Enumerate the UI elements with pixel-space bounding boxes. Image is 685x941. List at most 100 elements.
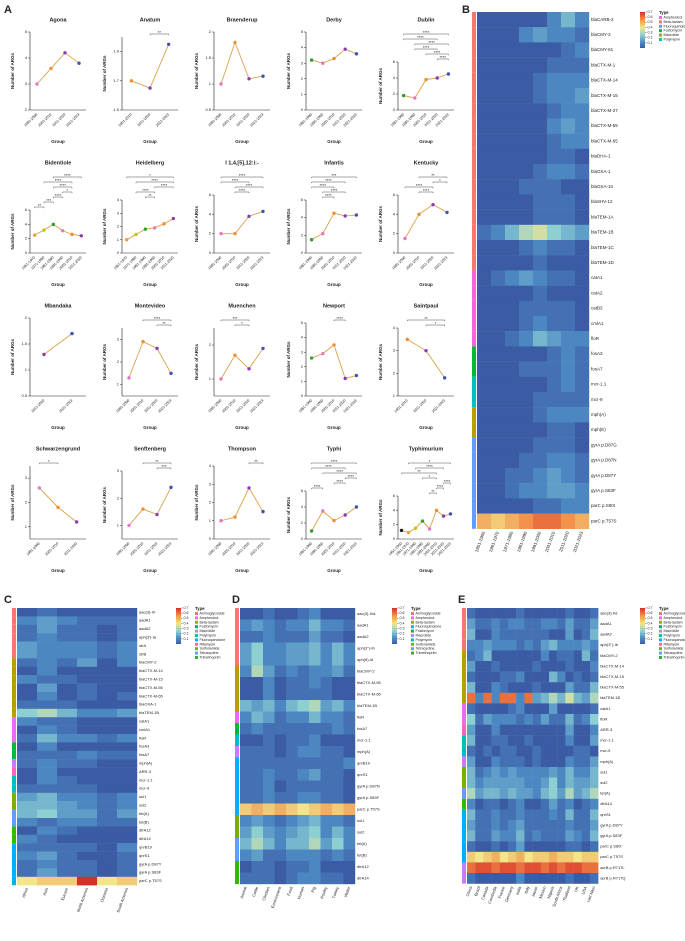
heatmap-cell [575, 12, 590, 28]
significance-bracket [443, 482, 451, 485]
legend-title: Type [195, 606, 205, 611]
heatmap-cell [590, 767, 599, 778]
data-point [233, 231, 237, 236]
heatmap-cell [297, 677, 310, 689]
row-label: parC p.T57S [591, 518, 617, 523]
heatmap-cell [483, 608, 492, 619]
heatmap-cell [467, 608, 476, 619]
significance-label: **** [232, 178, 239, 183]
heatmap-cell [581, 788, 591, 799]
heatmap-cell [499, 873, 509, 884]
row-label: floR [357, 714, 364, 719]
heatmap-cell [332, 723, 344, 735]
heatmap-cell [575, 346, 590, 362]
heatmap-cell [547, 285, 562, 301]
heatmap-cell [17, 692, 38, 701]
significance-label: **** [320, 183, 327, 188]
heatmap-cell [491, 468, 506, 484]
heatmap-cell [37, 792, 58, 802]
heatmap-cell [475, 661, 484, 672]
heatmap-cell [524, 735, 533, 746]
heatmap-cell [491, 745, 500, 757]
heatmap-cell [286, 815, 298, 827]
heatmap-cell [343, 849, 356, 862]
type-strip [472, 346, 476, 362]
heatmap-cell [483, 820, 492, 831]
heatmap-cell [590, 830, 599, 842]
heatmap-cell [17, 868, 38, 877]
heatmap-cell [320, 654, 333, 666]
heatmap-cell [547, 437, 562, 453]
heatmap-cell [590, 608, 599, 619]
heatmap-cell [274, 665, 287, 678]
heatmap-cell [263, 815, 275, 827]
heatmap-cell [519, 513, 534, 529]
significance-bracket [53, 176, 82, 179]
heatmap-cell [524, 661, 533, 672]
data-point [424, 77, 428, 82]
heatmap-cell [97, 776, 118, 785]
type-strip [235, 838, 239, 850]
heatmap-cell [561, 240, 576, 256]
heatmap-cell [17, 616, 38, 625]
row-label: ARR-3 [139, 769, 152, 774]
heatmap-cell [77, 624, 98, 634]
heatmap-cell [573, 756, 582, 768]
heatmap-cell [519, 224, 534, 241]
type-strip [472, 255, 476, 271]
heatmap-cell [77, 759, 98, 768]
heatmap-cell [240, 654, 252, 666]
heatmap-cell [343, 608, 356, 620]
y-tick-label: 2 [25, 500, 28, 505]
data-point [233, 353, 237, 357]
heatmap-cell [575, 392, 590, 408]
heatmap-cell [332, 861, 344, 873]
y-axis-label: Number of ARGs [286, 52, 291, 89]
legend-swatch [659, 612, 662, 615]
heatmap-cell [297, 803, 310, 816]
column-label: Cambodia [487, 885, 498, 905]
colorbar-tick-label: 0.7 [648, 606, 653, 610]
heatmap-cell [590, 788, 599, 799]
row-label: floR [600, 716, 607, 721]
heatmap-cell [516, 777, 525, 789]
heatmap-cell [575, 88, 590, 104]
type-strip [472, 133, 476, 149]
heatmap-cell [575, 133, 590, 149]
heatmap-cell [581, 841, 591, 852]
heatmap-cell [499, 618, 509, 630]
row-label: blaCTX-M-14 [600, 663, 625, 668]
type-strip [472, 12, 476, 28]
legend-label: Amphenicol [664, 616, 683, 620]
row-label: sul2 [139, 802, 147, 807]
row-label: aadA2 [600, 632, 612, 637]
row-label: blaCMY-2 [600, 653, 618, 658]
heatmap-cell [17, 734, 38, 743]
heatmap-cell [547, 376, 562, 393]
heatmap-cell [240, 734, 252, 747]
heatmap-cell [524, 830, 533, 842]
heatmap-cell [540, 873, 550, 884]
heatmap-cell [117, 876, 138, 886]
heatmap-cell [573, 692, 582, 704]
heatmap-cell [533, 148, 548, 165]
significance-label: **** [423, 188, 430, 193]
data-point [446, 72, 451, 76]
heatmap-cell [491, 639, 500, 651]
data-point [79, 234, 84, 238]
heatmap-cell [263, 711, 275, 724]
significance-bracket [414, 48, 438, 51]
heatmap-cell [575, 255, 590, 271]
heatmap-cell [561, 452, 576, 469]
data-point [233, 515, 237, 519]
heatmap-cell [97, 608, 118, 617]
row-label: gyrA p.D87N [357, 783, 380, 788]
type-strip [235, 757, 239, 769]
row-label: blaCTX-M-15 [139, 676, 164, 681]
legend-swatch [195, 612, 198, 615]
heatmap-cell [590, 661, 599, 672]
heatmap-cell [477, 376, 492, 393]
heatmap-cell [97, 876, 118, 886]
heatmap-cell [491, 133, 506, 149]
y-tick-label: 1 [301, 91, 304, 96]
